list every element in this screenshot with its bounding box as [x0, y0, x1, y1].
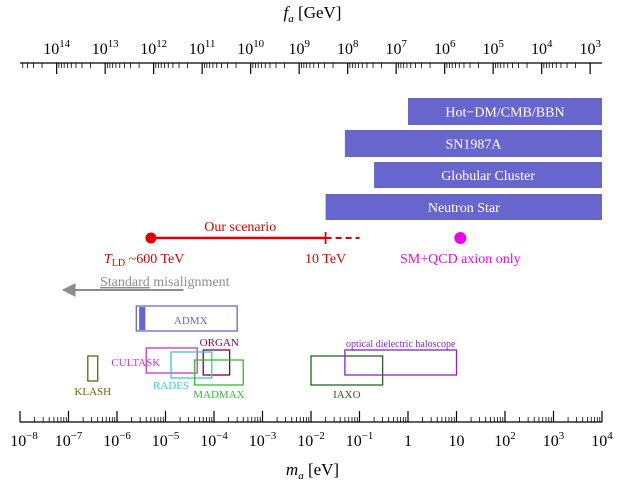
top-axis-sub: a: [288, 13, 294, 25]
bottom-axis-sub: a: [298, 470, 304, 482]
experiment-box: [194, 359, 244, 386]
bottom-tick-label: 103: [543, 430, 565, 450]
sm-qcd-point: [454, 232, 467, 244]
bottom-tick-label: 10−8: [10, 430, 38, 450]
bottom-axis-var: m: [285, 460, 299, 479]
bound-bar: [408, 98, 602, 125]
our-scenario-start-label: TLD ~600 TeV: [104, 252, 184, 269]
experiment-label: KLASH: [74, 386, 111, 398]
bottom-tick-label: 1: [404, 433, 412, 450]
experiment-label: optical dielectric haloscope: [346, 339, 456, 350]
our-scenario-label: Our scenario: [204, 220, 276, 235]
bound-bar: [325, 194, 602, 220]
bottom-tick-label: 10−2: [297, 430, 325, 450]
bottom-tick-label: 10−4: [200, 430, 228, 450]
experiment-box: [310, 355, 384, 386]
experiment-box: [344, 349, 458, 376]
our-scenario-start-point: [145, 232, 157, 244]
experiment-label: MADMAX: [193, 389, 244, 401]
standard-misalignment-label: Standard misalignment: [100, 275, 230, 290]
bottom-tick-label: 10−6: [103, 430, 131, 450]
bottom-tick-label: 10−5: [152, 430, 180, 450]
top-tick-label: 109: [288, 38, 309, 58]
top-tick-label: 104: [531, 38, 553, 58]
bottom-tick-label: 10−1: [346, 430, 374, 450]
bottom-tick-label: 10−7: [55, 430, 83, 450]
top-axis-unit: [GeV]: [298, 3, 342, 22]
bottom-tick-label: 10−3: [249, 430, 277, 450]
sm-qcd-label: SM+QCD axion only: [400, 252, 521, 267]
top-tick-label: 1010: [237, 38, 264, 58]
experiment-label: RADES: [153, 380, 189, 392]
top-tick-label: 108: [337, 38, 359, 58]
top-tick-label: 1014: [43, 38, 70, 58]
bottom-axis-unit: [eV]: [307, 460, 340, 479]
experiment-box: [170, 351, 213, 379]
bound-bar: [374, 162, 602, 188]
top-axis-var: f: [283, 3, 289, 22]
experiment-label: IAXO: [333, 389, 361, 401]
top-tick-label: 1011: [189, 38, 215, 58]
experiment-label: ADMX: [174, 315, 208, 327]
top-tick-label: 1012: [140, 38, 167, 58]
experiment-label: CULTASK: [111, 357, 160, 369]
top-tick-label: 105: [482, 38, 504, 58]
bound-label: Hot−DM/CMB/BBN: [445, 106, 564, 121]
experiment-label: ORGAN: [200, 337, 239, 349]
experiment-filled-band: [139, 307, 146, 330]
bottom-tick-label: 104: [591, 430, 613, 450]
bottom-tick-label: 102: [494, 430, 515, 450]
bound-label: Globular Cluster: [441, 169, 535, 184]
experiment-box: [87, 355, 99, 382]
top-axis-title: fa [GeV]: [0, 3, 625, 25]
top-tick-label: 103: [579, 38, 601, 58]
top-tick-label: 107: [385, 38, 407, 58]
bound-label: Neutron Star: [428, 201, 500, 216]
experiment-box: [135, 305, 238, 332]
bottom-axis-title: ma [eV]: [0, 460, 625, 482]
experiment-box: [202, 349, 231, 376]
top-tick-label: 106: [434, 38, 456, 58]
bound-label: SN1987A: [445, 138, 502, 153]
top-tick-label: 1013: [92, 38, 119, 58]
bound-bar: [344, 130, 602, 157]
our-scenario-end-label: 10 TeV: [305, 252, 346, 267]
bottom-tick-label: 10: [449, 433, 465, 450]
